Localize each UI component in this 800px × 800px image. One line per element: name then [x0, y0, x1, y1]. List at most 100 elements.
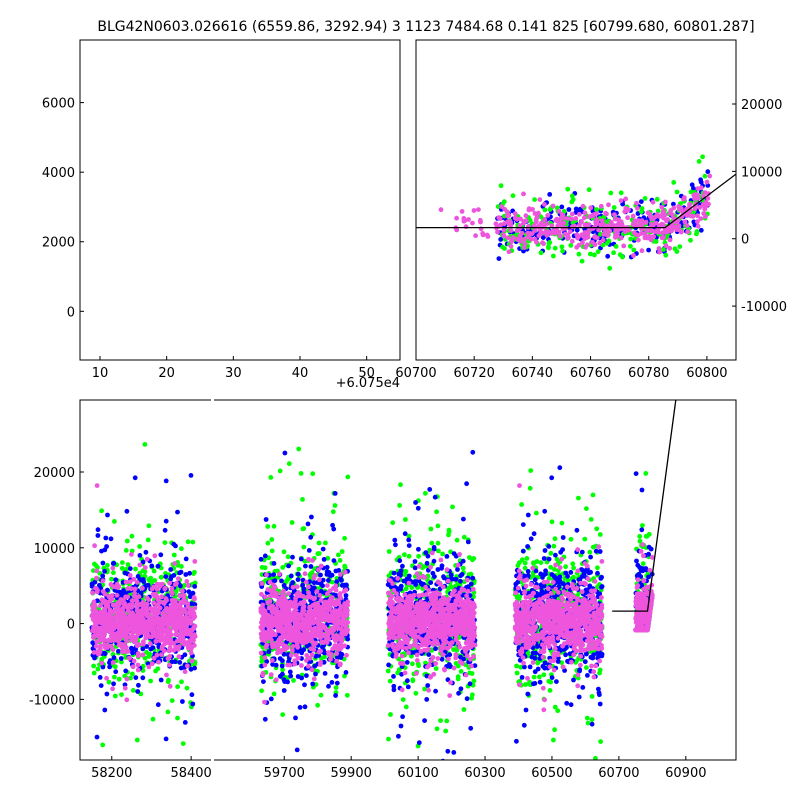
data-point [111, 638, 117, 643]
data-point [140, 646, 146, 652]
data-point [652, 214, 658, 220]
data-point [630, 222, 636, 228]
data-point [298, 556, 304, 562]
zoom-right-frame [415, 39, 737, 361]
data-point [295, 611, 301, 617]
data-point [512, 211, 518, 217]
data-point [554, 227, 559, 233]
data-point [663, 252, 669, 258]
data-point [159, 574, 164, 580]
data-point [111, 602, 117, 608]
data-point [275, 614, 281, 620]
data-point [325, 591, 330, 597]
data-point [613, 244, 619, 249]
data-point [318, 660, 323, 665]
data-point [137, 544, 143, 549]
data-point [706, 201, 711, 207]
data-point [124, 638, 130, 644]
data-point [318, 597, 324, 603]
data-point [585, 234, 591, 240]
data-point [599, 218, 605, 224]
data-point [306, 584, 311, 590]
data-point [636, 237, 641, 243]
data-point [695, 219, 700, 225]
data-point [169, 585, 175, 591]
data-point [173, 644, 179, 650]
data-point [326, 683, 331, 689]
data-point [476, 207, 481, 213]
data-point [102, 615, 108, 621]
data-point [268, 593, 274, 598]
data-point [290, 648, 295, 653]
data-point [265, 635, 270, 641]
data-point [158, 629, 164, 634]
data-point [640, 220, 646, 226]
data-point [299, 663, 304, 668]
data-point [657, 249, 662, 255]
data-point [580, 203, 586, 209]
data-point [173, 625, 179, 631]
data-point [96, 620, 101, 625]
data-point [551, 253, 556, 259]
data-point [262, 699, 267, 705]
x-tick-label: 60760 [570, 366, 611, 381]
data-point [311, 575, 317, 581]
data-point [158, 552, 164, 558]
data-point [526, 206, 532, 212]
data-point [281, 549, 287, 555]
data-point [136, 682, 141, 688]
data-point [594, 211, 599, 217]
data-point [108, 633, 114, 639]
data-point [110, 686, 115, 692]
data-point [313, 671, 318, 677]
data-point [143, 583, 149, 589]
data-point [454, 215, 459, 221]
data-point [296, 590, 301, 595]
data-point [345, 627, 350, 633]
data-point [116, 676, 122, 682]
data-point [133, 675, 139, 680]
data-point [192, 584, 198, 589]
data-point [180, 699, 185, 704]
data-point [185, 663, 190, 669]
data-point [263, 517, 269, 522]
data-point [576, 242, 582, 248]
data-point [307, 619, 313, 625]
data-point [646, 247, 651, 253]
data-point [612, 212, 617, 218]
data-point [271, 561, 277, 566]
data-point [300, 582, 305, 588]
data-point [688, 189, 694, 195]
data-point [316, 567, 321, 573]
data-point [325, 583, 330, 588]
data-point [91, 650, 97, 655]
data-point [558, 233, 563, 239]
data-point [269, 658, 275, 663]
data-point [290, 554, 295, 560]
data-point [122, 570, 128, 576]
data-point [313, 608, 319, 613]
data-point [130, 671, 135, 677]
y-tick-label: 0 [741, 233, 749, 248]
data-point [104, 642, 110, 648]
data-point [454, 227, 460, 233]
data-point [113, 669, 119, 675]
data-point [99, 660, 105, 666]
data-point [334, 645, 340, 651]
data-point [118, 610, 124, 615]
data-point [181, 631, 187, 637]
data-point [175, 509, 180, 515]
data-point [528, 236, 534, 242]
zoom-panel-left: 10 20 30 40 50 0 2000 4000 6000 +6.075e4 [42, 39, 401, 391]
data-point [299, 675, 304, 681]
data-point [140, 585, 145, 591]
data-point [598, 203, 604, 209]
data-point [623, 196, 629, 202]
data-point [286, 461, 292, 467]
data-point [648, 237, 654, 243]
data-point [98, 603, 103, 609]
data-point [518, 216, 523, 222]
data-point [307, 637, 313, 643]
data-point [285, 645, 290, 650]
data-point [189, 692, 195, 698]
